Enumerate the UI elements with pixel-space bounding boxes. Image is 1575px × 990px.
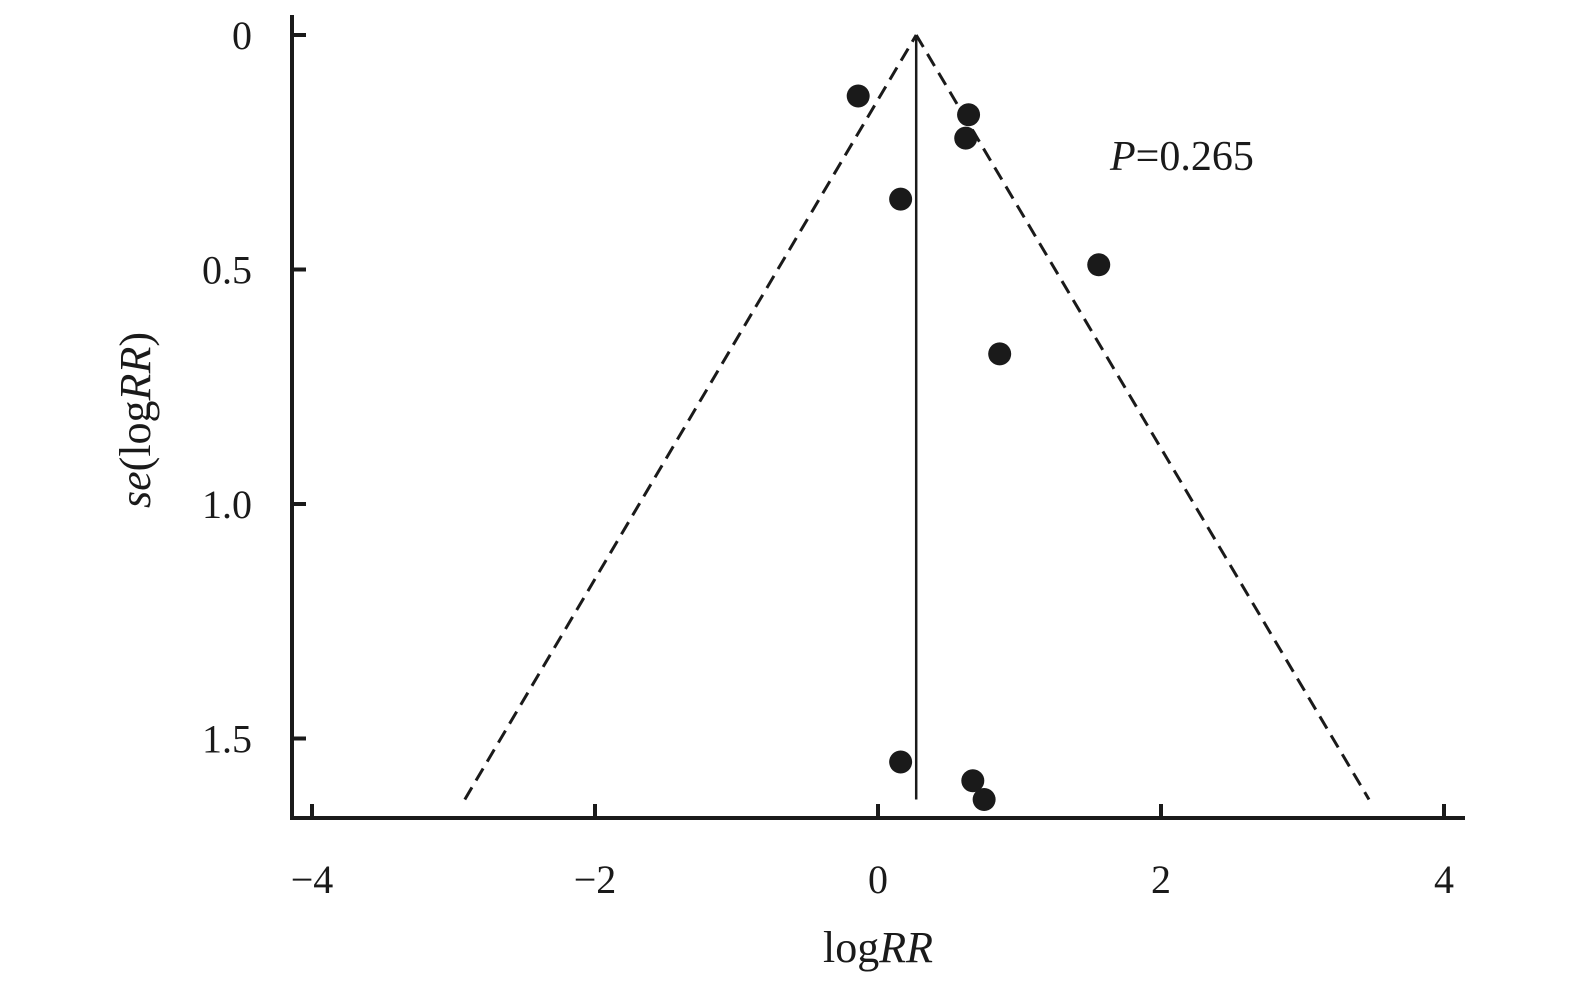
p-value-annotation: P=0.265 [1109, 134, 1254, 180]
study-point [889, 750, 913, 774]
plot-lines [463, 34, 1371, 801]
x-tick-label: −4 [291, 857, 334, 902]
study-point [846, 84, 870, 108]
y-tick-label: 0.5 [202, 248, 252, 293]
x-axis-title: logRR [823, 923, 933, 972]
y-tick-label: 1.0 [202, 482, 252, 527]
funnel-left-boundary [463, 34, 918, 801]
study-point [954, 126, 978, 150]
x-tick-label: −2 [574, 857, 617, 902]
study-point [972, 787, 996, 811]
study-point [1087, 253, 1111, 277]
funnel-right-boundary [914, 34, 1371, 801]
axes [290, 15, 1465, 820]
tick-labels: −4 −2 0 2 4 0 0.5 1.0 1.5 [202, 13, 1454, 902]
study-point [961, 769, 985, 793]
x-tick-label: 2 [1151, 857, 1171, 902]
study-point [988, 342, 1012, 366]
y-axis-title: se(logRR) [111, 332, 160, 508]
data-points [846, 84, 1111, 811]
study-point [957, 103, 981, 127]
y-tick-label: 1.5 [202, 717, 252, 762]
x-tick-label: 0 [868, 857, 888, 902]
study-point [889, 187, 913, 211]
y-tick-label: 0 [232, 13, 252, 58]
x-tick-label: 4 [1434, 857, 1454, 902]
